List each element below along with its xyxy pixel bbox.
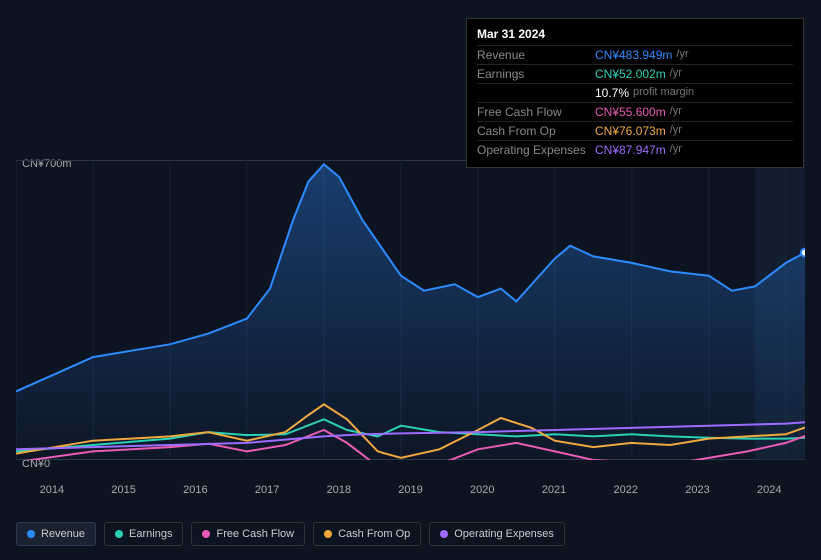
tooltip-row: EarningsCN¥52.002m/yr — [477, 64, 793, 83]
chart-svg — [16, 160, 805, 460]
tooltip-row-suffix: /yr — [670, 143, 682, 157]
tooltip-row-suffix: /yr — [676, 48, 688, 62]
x-tick: 2015 — [88, 484, 160, 496]
tooltip-row-value: CN¥483.949m — [595, 48, 672, 62]
legend-item-revenue[interactable]: Revenue — [16, 522, 96, 546]
x-tick: 2017 — [231, 484, 303, 496]
x-tick: 2019 — [375, 484, 447, 496]
x-tick: 2014 — [16, 484, 88, 496]
tooltip-row-suffix: /yr — [670, 105, 682, 119]
x-tick: 2020 — [446, 484, 518, 496]
x-axis: 2014201520162017201820192020202120222023… — [16, 484, 805, 496]
tooltip-row-label: Earnings — [477, 67, 595, 81]
tooltip-row-value: CN¥87.947m — [595, 143, 666, 157]
x-tick: 2022 — [590, 484, 662, 496]
tooltip-row-label: Revenue — [477, 48, 595, 62]
legend-dot-icon — [202, 530, 210, 538]
legend-item-earnings[interactable]: Earnings — [104, 522, 183, 546]
legend-label: Free Cash Flow — [216, 528, 294, 540]
tooltip-row-label: Cash From Op — [477, 124, 595, 138]
chart-area[interactable] — [16, 160, 805, 500]
legend-label: Revenue — [41, 528, 85, 540]
legend-dot-icon — [27, 530, 35, 538]
tooltip-row-suffix: profit margin — [633, 86, 694, 100]
tooltip-row: RevenueCN¥483.949m/yr — [477, 45, 793, 64]
tooltip-row-value: CN¥52.002m — [595, 67, 666, 81]
x-tick: 2023 — [662, 484, 734, 496]
tooltip-row-label: Free Cash Flow — [477, 105, 595, 119]
legend-item-operating-expenses[interactable]: Operating Expenses — [429, 522, 565, 546]
legend-dot-icon — [440, 530, 448, 538]
x-tick: 2021 — [518, 484, 590, 496]
tooltip-row: Cash From OpCN¥76.073m/yr — [477, 121, 793, 140]
tooltip-row-suffix: /yr — [670, 67, 682, 81]
tooltip-date: Mar 31 2024 — [477, 27, 793, 45]
tooltip-row-suffix: /yr — [670, 124, 682, 138]
legend-item-free-cash-flow[interactable]: Free Cash Flow — [191, 522, 305, 546]
tooltip-rows: RevenueCN¥483.949m/yrEarningsCN¥52.002m/… — [477, 45, 793, 159]
tooltip-row: Free Cash FlowCN¥55.600m/yr — [477, 102, 793, 121]
tooltip-row-value: CN¥55.600m — [595, 105, 666, 119]
tooltip-row: Operating ExpensesCN¥87.947m/yr — [477, 140, 793, 159]
tooltip-card: Mar 31 2024 RevenueCN¥483.949m/yrEarning… — [466, 18, 804, 168]
tooltip-row-label — [477, 86, 595, 100]
legend: Revenue Earnings Free Cash Flow Cash From O… — [16, 522, 565, 546]
legend-label: Earnings — [129, 528, 172, 540]
tooltip-row-value: 10.7% — [595, 86, 629, 100]
legend-dot-icon — [324, 530, 332, 538]
legend-label: Cash From Op — [338, 528, 410, 540]
tooltip-row-value: CN¥76.073m — [595, 124, 666, 138]
tooltip-row-label: Operating Expenses — [477, 143, 595, 157]
x-tick: 2018 — [303, 484, 375, 496]
x-tick: 2024 — [733, 484, 805, 496]
legend-label: Operating Expenses — [454, 528, 554, 540]
legend-item-cash-from-op[interactable]: Cash From Op — [313, 522, 421, 546]
legend-dot-icon — [115, 530, 123, 538]
x-tick: 2016 — [159, 484, 231, 496]
tooltip-row: 10.7% profit margin — [477, 83, 793, 102]
